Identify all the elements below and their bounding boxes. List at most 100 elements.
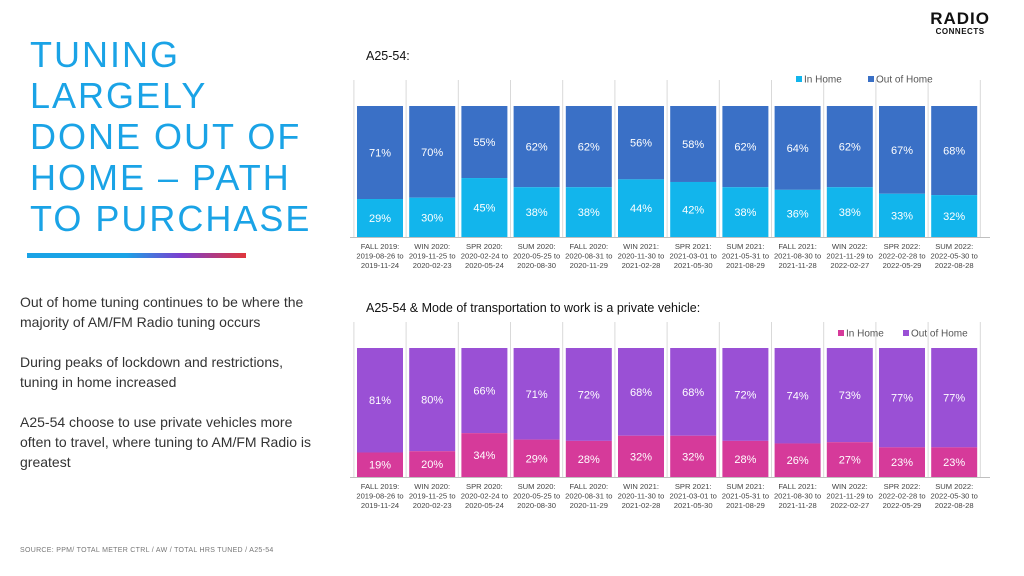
x-tick-label: 2020-05-24 xyxy=(465,501,504,510)
x-tick-label: FALL 2020: xyxy=(570,482,609,491)
radio-connects-logo: RADIO CONNECTS xyxy=(930,10,990,36)
bar-out-of-home xyxy=(618,348,664,436)
x-tick-label: FALL 2021: xyxy=(778,242,817,251)
x-tick-label: 2020-08-31 to xyxy=(565,252,612,261)
data-label-in-home: 28% xyxy=(734,454,756,466)
bar-out-of-home xyxy=(409,106,456,198)
x-tick-label: 2020-08-30 xyxy=(517,501,556,510)
data-label-out-of-home: 68% xyxy=(630,387,652,399)
data-label-in-home: 45% xyxy=(473,203,495,215)
x-tick-label: 2022-05-30 to xyxy=(931,492,978,501)
bar-in-home xyxy=(774,189,821,237)
data-label-out-of-home: 58% xyxy=(682,139,704,151)
x-tick-label: 2021-05-31 to xyxy=(722,252,769,261)
x-tick-label: SUM 2021: xyxy=(726,242,764,251)
accent-divider xyxy=(27,253,246,258)
data-label-in-home: 38% xyxy=(526,207,548,219)
data-label-in-home: 20% xyxy=(421,459,443,471)
bar-in-home xyxy=(722,440,769,477)
data-label-out-of-home: 77% xyxy=(943,393,965,405)
x-tick-label: 2020-02-23 xyxy=(413,501,452,510)
x-tick-label: 2021-11-29 to xyxy=(826,252,873,261)
bar-in-home xyxy=(670,181,717,237)
bar-out-of-home xyxy=(931,348,978,448)
bar-out-of-home xyxy=(409,348,456,452)
x-tick-label: 2021-02-28 xyxy=(622,261,661,270)
x-tick-label: SUM 2022: xyxy=(935,482,973,491)
x-tick-label: 2022-05-29 xyxy=(883,501,922,510)
x-tick-label: WIN 2022: xyxy=(832,242,868,251)
page-title: TUNING LARGELY DONE OUT OF HOME – PATH T… xyxy=(30,34,350,239)
data-label-in-home: 27% xyxy=(839,455,861,467)
data-label-in-home: 32% xyxy=(682,451,704,463)
bar-in-home xyxy=(618,179,664,237)
data-label-out-of-home: 81% xyxy=(369,395,391,407)
x-tick-label: 2020-11-30 to xyxy=(618,492,665,501)
title-line: TUNING xyxy=(30,34,180,75)
body-paragraph: Out of home tuning continues to be where… xyxy=(20,294,304,330)
data-label-out-of-home: 55% xyxy=(473,137,495,149)
data-label-out-of-home: 77% xyxy=(891,393,913,405)
x-tick-label: FALL 2019: xyxy=(361,242,400,251)
x-tick-label: 2022-02-28 to xyxy=(878,492,925,501)
x-tick-label: 2021-08-30 to xyxy=(774,492,821,501)
x-tick-label: 2022-08-28 xyxy=(935,261,974,270)
bar-in-home xyxy=(409,451,456,477)
bar-out-of-home xyxy=(513,106,560,188)
source-note: SOURCE: PPM/ TOTAL METER CTRL / AW / TOT… xyxy=(20,547,274,554)
x-tick-label: WIN 2022: xyxy=(832,482,868,491)
x-tick-label: 2021-05-30 xyxy=(674,261,713,270)
x-tick-label: 2020-05-24 xyxy=(465,261,504,270)
x-tick-label: SPR 2022: xyxy=(884,242,921,251)
legend-label: Out of Home xyxy=(911,329,968,340)
legend-swatch xyxy=(903,330,909,336)
bar-out-of-home xyxy=(461,348,508,434)
x-tick-label: 2021-11-29 to xyxy=(826,492,873,501)
bar-in-home xyxy=(931,195,978,237)
bar-out-of-home xyxy=(879,348,925,448)
x-tick-label: FALL 2021: xyxy=(778,482,817,491)
data-label-in-home: 38% xyxy=(839,207,861,219)
data-label-out-of-home: 71% xyxy=(369,148,391,160)
bar-in-home xyxy=(357,452,403,477)
body-copy: Out of home tuning continues to be where… xyxy=(20,292,320,492)
bar-in-home xyxy=(722,187,769,237)
legend-swatch xyxy=(838,330,844,336)
data-label-out-of-home: 72% xyxy=(578,389,600,401)
title-line: TO PURCHASE xyxy=(30,198,312,239)
chart-1-title: A25-54: xyxy=(366,49,410,63)
x-tick-label: WIN 2020: xyxy=(414,482,450,491)
data-label-out-of-home: 62% xyxy=(734,142,756,154)
bar-out-of-home xyxy=(722,348,769,441)
bar-in-home xyxy=(357,199,403,237)
legend-label: In Home xyxy=(804,75,842,86)
data-label-in-home: 32% xyxy=(630,451,652,463)
bar-in-home xyxy=(931,447,978,477)
x-tick-label: 2019-11-24 xyxy=(361,261,399,270)
x-tick-label: 2020-05-25 to xyxy=(513,492,560,501)
x-tick-label: 2021-05-30 xyxy=(674,501,713,510)
x-tick-label: 2022-05-29 xyxy=(883,261,922,270)
data-label-out-of-home: 74% xyxy=(787,391,809,403)
legend-swatch xyxy=(868,76,874,82)
bar-out-of-home xyxy=(670,348,717,436)
x-tick-label: 2019-11-25 to xyxy=(409,492,456,501)
x-tick-label: 2021-08-29 xyxy=(726,501,765,510)
bar-in-home xyxy=(774,443,821,477)
x-tick-label: 2021-03-01 to xyxy=(670,492,717,501)
title-line: DONE OUT OF xyxy=(30,116,302,157)
x-tick-label: 2020-08-30 xyxy=(517,261,556,270)
x-tick-label: 2020-11-29 xyxy=(570,501,608,510)
data-label-out-of-home: 71% xyxy=(526,389,548,401)
x-tick-label: 2021-11-28 xyxy=(778,501,816,510)
bar-in-home xyxy=(879,193,925,237)
data-label-in-home: 38% xyxy=(734,207,756,219)
x-tick-label: 2022-02-27 xyxy=(830,501,869,510)
data-label-out-of-home: 56% xyxy=(630,138,652,150)
x-tick-label: 2021-08-29 xyxy=(726,261,765,270)
data-label-in-home: 23% xyxy=(943,457,965,469)
x-tick-label: WIN 2021: xyxy=(623,482,659,491)
data-label-in-home: 23% xyxy=(891,457,913,469)
